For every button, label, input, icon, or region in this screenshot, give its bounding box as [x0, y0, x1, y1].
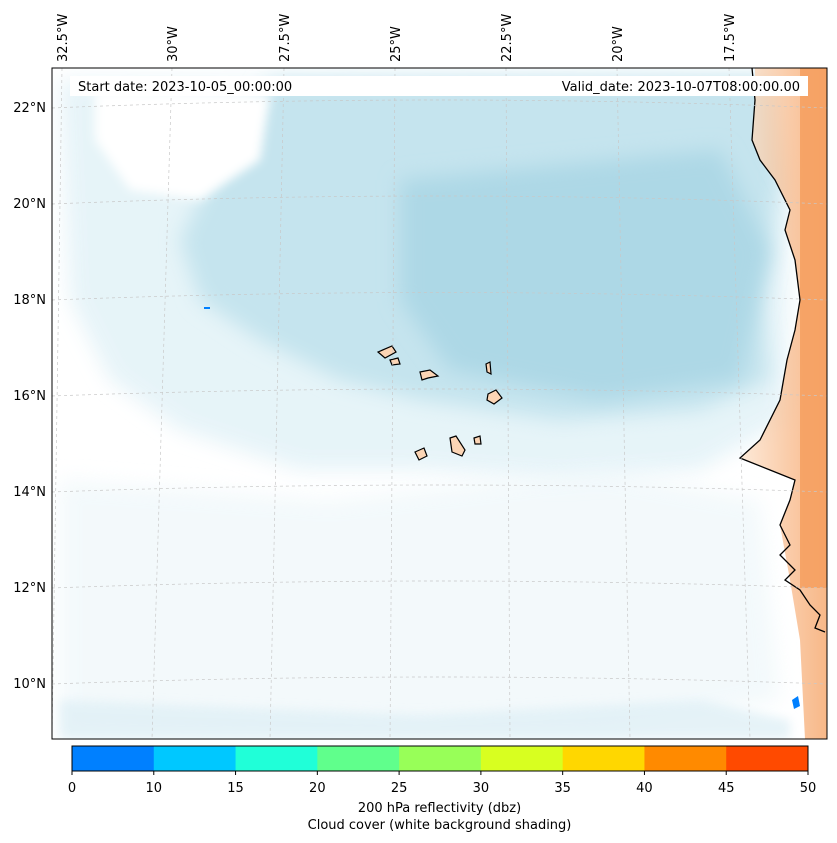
colorbar-swatch [153, 746, 237, 771]
lon-label: 22.5°W [500, 14, 515, 62]
start-date-label: Start date: 2023-10-05_00:00:00 [78, 80, 292, 95]
colorbar-swatch [72, 746, 155, 771]
colorbar-tick-label: 40 [636, 781, 653, 796]
lon-label: 20°W [611, 26, 626, 62]
gridlines [52, 68, 827, 739]
colorbar-swatch [399, 746, 482, 771]
map-frame [51, 67, 828, 740]
colorbar-swatch [726, 746, 809, 771]
colorbar-swatch [235, 746, 318, 771]
colorbar-tick-label: 50 [799, 781, 817, 796]
colorbar-swatch [317, 746, 400, 771]
colorbar-tick-label: 45 [717, 781, 735, 796]
reflectivity-cell [204, 307, 210, 309]
colorbar-tick-label: 25 [390, 781, 408, 796]
colorbar-tick-label: 15 [227, 781, 244, 796]
lat-label: 10°N [13, 677, 46, 692]
african-coast [738, 68, 827, 739]
lat-label: 14°N [13, 485, 46, 500]
lon-label: 32.5°W [56, 14, 71, 62]
colorbar-tick-label: 20 [309, 781, 326, 796]
colorbar [71, 746, 809, 775]
colorbar-tick-label: 0 [67, 781, 77, 796]
lat-label: 20°N [13, 197, 46, 212]
colorbar-swatch [562, 746, 645, 771]
colorbar-tick-label: 35 [554, 781, 571, 796]
cloud-cover-layer [60, 78, 790, 739]
lon-label: 27.5°W [278, 14, 293, 62]
colorbar-swatch [480, 746, 564, 771]
colorbar-frame [71, 745, 809, 772]
lat-label: 18°N [13, 293, 46, 308]
lon-label: 17.5°W [723, 14, 738, 62]
lat-label: 16°N [13, 389, 46, 404]
colorbar-label: 200 hPa reflectivity (dbz) [357, 801, 522, 816]
lon-label: 25°W [389, 26, 404, 62]
latitude-labels: 22°N 20°N 18°N 16°N 14°N 12°N 10°N [13, 101, 46, 692]
lon-label: 30°W [166, 26, 181, 62]
lat-label: 12°N [13, 581, 46, 596]
colorbar-caption: Cloud cover (white background shading) [307, 818, 572, 833]
lat-label: 22°N [13, 101, 46, 116]
date-banner [70, 76, 808, 96]
reflectivity-cell [792, 696, 800, 709]
longitude-labels: 32.5°W 30°W 27.5°W 25°W 22.5°W 20°W 17.5… [56, 14, 738, 62]
valid-date-label: Valid_date: 2023-10-07T08:00:00.00 [562, 80, 800, 95]
colorbar-swatch [644, 746, 727, 771]
colorbar-tick-label: 10 [145, 781, 163, 796]
colorbar-tick-label: 30 [472, 781, 490, 796]
